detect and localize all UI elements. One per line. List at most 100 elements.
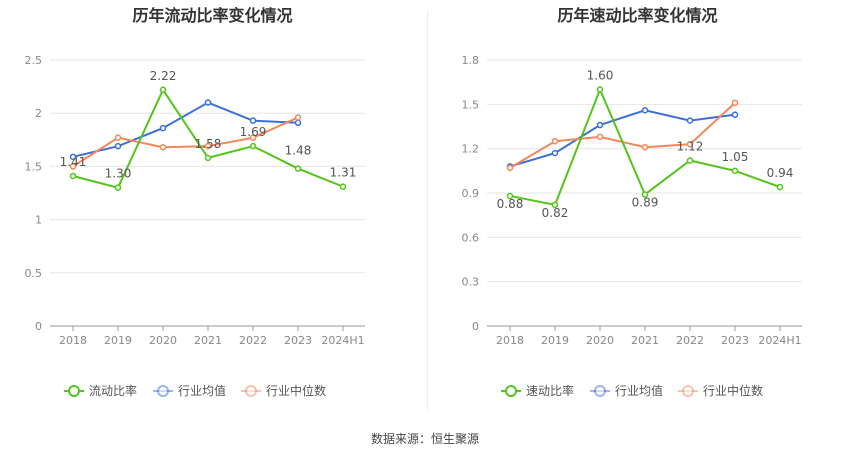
data-label: 1.48: [285, 144, 312, 158]
data-point: [776, 183, 784, 191]
data-label: 1.69: [240, 125, 267, 139]
legend-marker: [157, 385, 169, 397]
y-tick-label: 0.5: [25, 267, 43, 280]
data-label: 1.60: [587, 69, 614, 83]
data-label: 1.31: [330, 166, 357, 180]
series-line-1: [509, 109, 736, 168]
x-tick-label: 2021: [631, 334, 659, 347]
x-tick-label: 2023: [284, 334, 312, 347]
legend-label: 行业均值: [615, 383, 663, 398]
x-tick-label: 2018: [59, 334, 87, 347]
data-label: 0.89: [632, 195, 659, 209]
data-point: [204, 154, 212, 162]
y-tick-label: 1.8: [462, 54, 480, 67]
y-tick-label: 1.5: [25, 160, 43, 173]
legend-marker: [594, 385, 606, 397]
x-tick-label: 2024H1: [321, 334, 364, 347]
data-label: 1.30: [105, 167, 132, 181]
x-tick-label: 2018: [496, 334, 524, 347]
data-point: [69, 163, 77, 170]
series-line-2: [509, 102, 736, 169]
data-point: [596, 121, 604, 129]
chart-title: 历年速动比率变化情况: [557, 6, 718, 25]
data-label: 0.88: [497, 197, 524, 211]
data-point: [204, 142, 212, 150]
series-line-1: [72, 101, 299, 158]
data-point: [114, 134, 122, 141]
current-ratio-plot: 0 0.5 1 1.5 2 2.5 2018 2019 2020 2021 2022 2023 2024…: [25, 54, 365, 398]
data-point: [204, 99, 212, 106]
data-source-value: 恒生聚源: [431, 432, 480, 446]
legend-label: 行业中位数: [266, 383, 326, 398]
data-label: 0.82: [542, 206, 569, 220]
panel-divider: [427, 10, 428, 410]
data-point: [249, 117, 257, 124]
series-line-2: [72, 116, 299, 168]
y-tick-label: 0.9: [462, 187, 480, 200]
data-point: [339, 183, 347, 190]
data-point: [641, 143, 649, 151]
data-label: 1.12: [677, 139, 704, 153]
data-point: [686, 117, 694, 124]
legend-label: 速动比率: [526, 383, 574, 398]
y-tick-label: 2: [35, 107, 42, 120]
data-point: [114, 184, 122, 191]
data-point: [159, 124, 167, 132]
legend-marker: [68, 385, 80, 397]
x-tick-label: 2021: [194, 334, 222, 347]
data-point: [596, 86, 604, 93]
data-point: [249, 142, 257, 150]
y-tick-label: 0.6: [462, 231, 480, 244]
data-point: [159, 143, 167, 151]
x-tick-label: 2022: [239, 334, 267, 347]
data-point: [641, 106, 649, 114]
data-point: [686, 140, 694, 148]
data-point: [731, 99, 739, 107]
data-point: [641, 191, 649, 198]
data-label: 1.05: [722, 150, 749, 164]
x-tick-label: 2020: [586, 334, 614, 347]
data-point: [506, 192, 514, 200]
data-point: [294, 119, 302, 127]
current-ratio-chart: 历年流动比率变化情况 0 0.5 1 1.5 2 2.5 2018 2019 2020 2021 2…: [0, 0, 425, 410]
data-point: [731, 111, 739, 118]
data-point: [551, 201, 559, 209]
data-point: [249, 134, 257, 141]
x-tick-label: 2024H1: [758, 334, 801, 347]
data-point: [596, 133, 604, 141]
data-point: [686, 157, 694, 164]
y-tick-label: 0: [35, 320, 42, 333]
y-tick-label: 1.2: [462, 143, 480, 156]
y-tick-label: 0: [472, 320, 479, 333]
legend-marker: [245, 385, 257, 397]
y-tick-label: 0.3: [462, 276, 480, 289]
legend-label: 流动比率: [89, 383, 137, 398]
y-tick-label: 1: [35, 214, 42, 227]
quick-ratio-chart: 历年速动比率变化情况 0 0.3 0.6 0.9 1.2 1.5 1.8 2018 2019 20…: [425, 0, 850, 410]
data-point: [551, 138, 559, 145]
x-tick-label: 2019: [541, 334, 569, 347]
quick-ratio-plot: 0 0.3 0.6 0.9 1.2 1.5 1.8 2018 2019 2020 2021 2022 2…: [462, 54, 802, 398]
data-point: [731, 167, 739, 175]
legend-marker: [682, 385, 694, 397]
legend-label: 行业均值: [178, 383, 226, 398]
y-tick-label: 1.5: [462, 98, 480, 111]
data-label: 1.41: [60, 155, 87, 169]
data-point: [506, 164, 514, 172]
data-point: [294, 165, 302, 172]
data-point: [114, 142, 122, 150]
legend-label: 行业中位数: [703, 383, 763, 398]
x-tick-label: 2022: [676, 334, 704, 347]
x-tick-label: 2020: [149, 334, 177, 347]
x-tick-label: 2019: [104, 334, 132, 347]
data-point: [294, 114, 302, 121]
data-label: 2.22: [150, 69, 177, 83]
chart-title: 历年流动比率变化情况: [132, 6, 293, 25]
y-tick-label: 2.5: [25, 54, 43, 67]
data-source-footer: 数据来源：恒生聚源: [0, 430, 850, 447]
legend-marker: [505, 385, 517, 397]
data-point: [69, 172, 77, 180]
data-point: [159, 86, 167, 94]
data-point: [551, 149, 559, 157]
data-label: 1.58: [195, 137, 222, 151]
